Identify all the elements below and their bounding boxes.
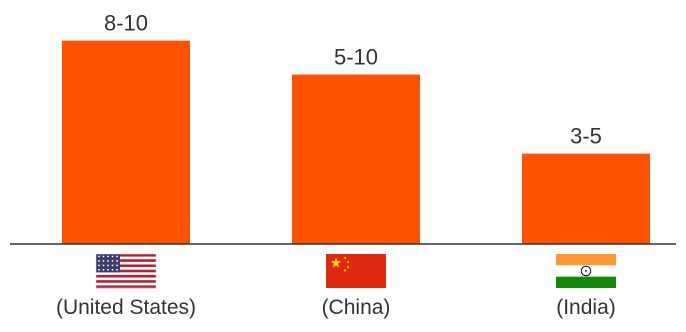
flags-layer: [95, 253, 616, 289]
data-labels-layer: 8-10 5-10 3-5: [104, 11, 602, 149]
china-flag-icon: [326, 254, 386, 288]
bar-1: [292, 74, 420, 244]
x-tick-labels-layer: (United States) (China) (India): [56, 296, 616, 319]
india-flag-icon: [556, 254, 616, 288]
bars-layer: [62, 40, 650, 244]
bar-2: [522, 153, 650, 244]
data-label-2: 3-5: [570, 124, 602, 149]
x-tick-label-0: (United States): [56, 296, 196, 319]
data-label-1: 5-10: [334, 45, 378, 70]
x-tick-label-1: (China): [322, 296, 391, 319]
us-flag-icon: [95, 253, 157, 289]
x-tick-label-2: (India): [556, 296, 616, 319]
bar-0: [62, 40, 190, 244]
data-label-0: 8-10: [104, 11, 148, 36]
